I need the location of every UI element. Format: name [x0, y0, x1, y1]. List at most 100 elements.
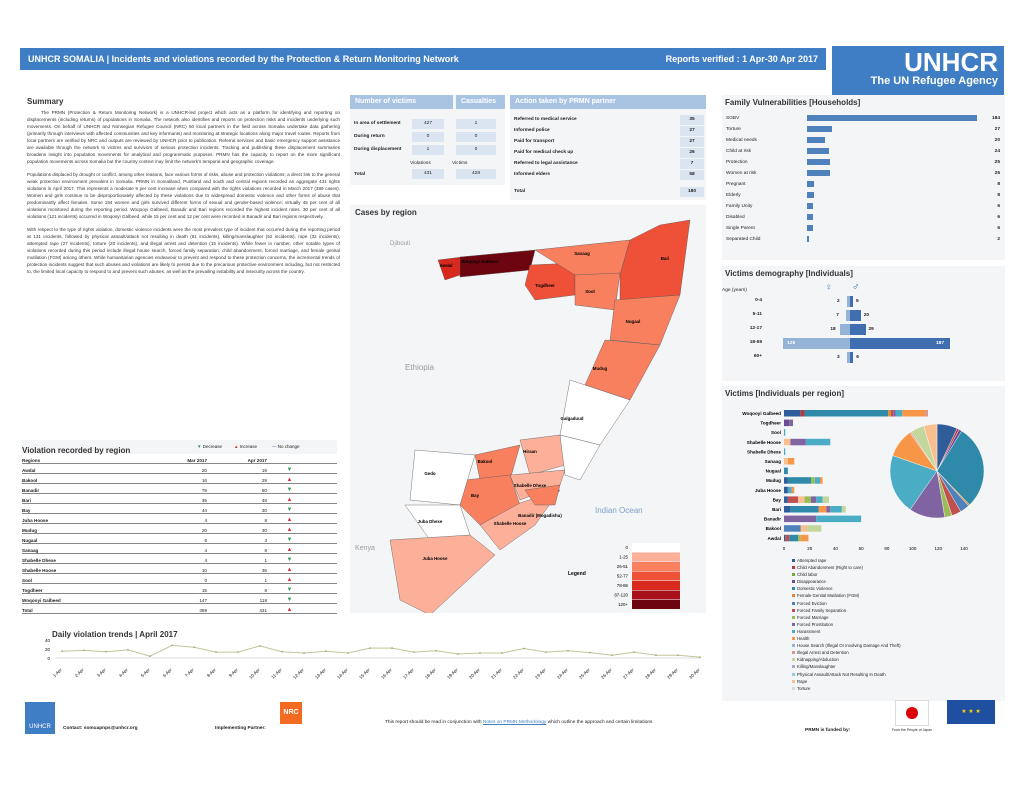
family-value: 27: [994, 127, 1000, 132]
map-region[interactable]: [524, 484, 561, 506]
action-value: 27: [680, 126, 704, 136]
map-region[interactable]: [437, 256, 463, 281]
map-region[interactable]: [389, 534, 496, 613]
mar-value: 35: [201, 498, 207, 503]
legend-range: 1-25: [619, 555, 628, 560]
region-row: Bakool 16 29 ▲: [22, 474, 337, 484]
region-bar-segment: [787, 458, 795, 465]
family-bar: [807, 214, 813, 220]
map-region[interactable]: [559, 434, 601, 481]
region-bar-segment: [841, 506, 846, 513]
contact[interactable]: Contact: somuapnps@unhcr.org: [63, 726, 138, 731]
region-name: Juba Hoose: [22, 518, 49, 523]
demography-title: Victims demography [Individuals]: [725, 269, 853, 278]
apr-value: 118: [259, 598, 267, 603]
region-row: Mudug 20 30 ▲: [22, 524, 337, 534]
victims-row-label: During displacement: [354, 147, 402, 152]
map-region[interactable]: [574, 272, 621, 311]
increase-icon: ▲: [286, 497, 293, 503]
x-tick: 28-Apr: [644, 667, 657, 680]
eu-flag: ★ ★ ★: [947, 700, 995, 724]
category-legend-item: Disappearance: [792, 578, 901, 585]
region-bar-segment: [784, 486, 788, 494]
legend-label: Forced Prostitution: [797, 621, 834, 627]
mar-value: 20: [201, 528, 207, 533]
report-period: Reports verified : 1 Apr-30 Apr 2017: [665, 54, 818, 64]
increase-icon: ▲: [234, 444, 240, 449]
category-legend-item: Child labor: [792, 571, 901, 578]
legend-decrease: Decrease: [202, 444, 222, 449]
region-name: Awdal: [22, 468, 36, 473]
category-legend-item: Killing/Manslaughter: [792, 663, 901, 670]
action-value: 35: [680, 115, 704, 125]
decrease-icon: ▼: [286, 507, 293, 513]
mar-value: 78: [201, 488, 207, 493]
action-label: Referred to legal assistance: [514, 161, 578, 166]
victims-row-value: 427: [412, 119, 444, 129]
legend-swatch: [792, 651, 795, 655]
y-tick: 20: [45, 647, 51, 652]
trend-point: [413, 651, 415, 654]
trend-point: [127, 649, 129, 651]
legend-label: Physical Assault/Attack Not Resulting In…: [797, 671, 886, 677]
x-tick: 22-Apr: [512, 667, 525, 680]
legend-label: Health: [797, 636, 810, 642]
summary-paragraph: The PRMN (Protection & Return Monitoring…: [27, 110, 340, 164]
decrease-icon: ▼: [286, 557, 293, 563]
region-row: Sanaag 4 8 ▲: [22, 544, 337, 554]
x-tick: 8-Apr: [206, 667, 217, 678]
region-label: Banadir: [764, 517, 781, 522]
family-bar: [807, 203, 813, 209]
category-legend-item: House Search (Illegal Or Involving Damag…: [792, 642, 901, 649]
region-name: Shabelle Hoose: [22, 568, 57, 573]
age-group: 5-11: [752, 312, 762, 317]
trend-point: [171, 644, 173, 647]
map-region-label: Galgaduud: [561, 416, 584, 421]
legend-swatch: [792, 594, 795, 598]
unhcr-footer-logo: UNHCR: [25, 702, 55, 734]
map-region[interactable]: [619, 219, 691, 301]
legend-swatch: [792, 637, 795, 641]
region-label: Bari: [772, 507, 781, 512]
region-name: Total: [22, 608, 33, 613]
legend-label: Forced Eviction: [797, 600, 827, 606]
victims-demography: Victims demography [Individuals] Age (ye…: [722, 266, 1005, 381]
map-region[interactable]: [519, 434, 566, 476]
actions-total-label: Total: [514, 189, 526, 194]
legend-label: Attempted rape: [797, 558, 827, 563]
victims-col: Victims: [452, 161, 468, 166]
legend-title: Legend: [568, 571, 586, 577]
apr-value: 48: [261, 498, 267, 503]
map-region-label: Shabelle Dhexe: [514, 483, 547, 488]
map-title: Cases by region: [355, 208, 417, 217]
legend-swatch: [792, 686, 795, 690]
trend-point: [523, 647, 525, 650]
per-region-chart: Woqooyi Galbeed Togdheer Sool Shabelle Hoos…: [742, 410, 985, 551]
region-label: Shabelle Dhexe: [747, 449, 781, 454]
legend-swatch: [792, 615, 795, 619]
region-bar-segment: [820, 477, 823, 484]
trend-point: [501, 652, 503, 654]
legend-swatch: [632, 600, 680, 609]
female-value: 125: [787, 341, 796, 346]
category-legend-item: Torture: [792, 685, 901, 692]
region-bar-segment: [798, 534, 801, 542]
legend-label: Female Genital Mutilation (FGM): [797, 593, 860, 599]
region-bar-segment: [830, 506, 842, 513]
female-bar: [840, 324, 850, 335]
family-value: 8: [997, 193, 1000, 198]
map-region[interactable]: [609, 294, 681, 346]
apr-value: 8: [264, 518, 267, 523]
legend-range: 120+: [618, 602, 628, 607]
family-label: Separated Child: [726, 237, 761, 242]
pie-slice: [889, 455, 938, 510]
region-row: Awdal 20 19 ▼: [22, 464, 337, 474]
family-value: 8: [997, 182, 1000, 187]
methodology-link[interactable]: Notes on PRMN Methodology: [482, 720, 547, 725]
region-bar-segment: [784, 496, 788, 503]
region-label: Awdal: [768, 536, 781, 541]
category-legend-item: Forced Marriage: [792, 614, 901, 621]
country-label-ethiopia: Ethiopia: [405, 363, 434, 372]
no-change-icon: —: [272, 444, 278, 449]
region-bar-segment: [784, 458, 788, 465]
